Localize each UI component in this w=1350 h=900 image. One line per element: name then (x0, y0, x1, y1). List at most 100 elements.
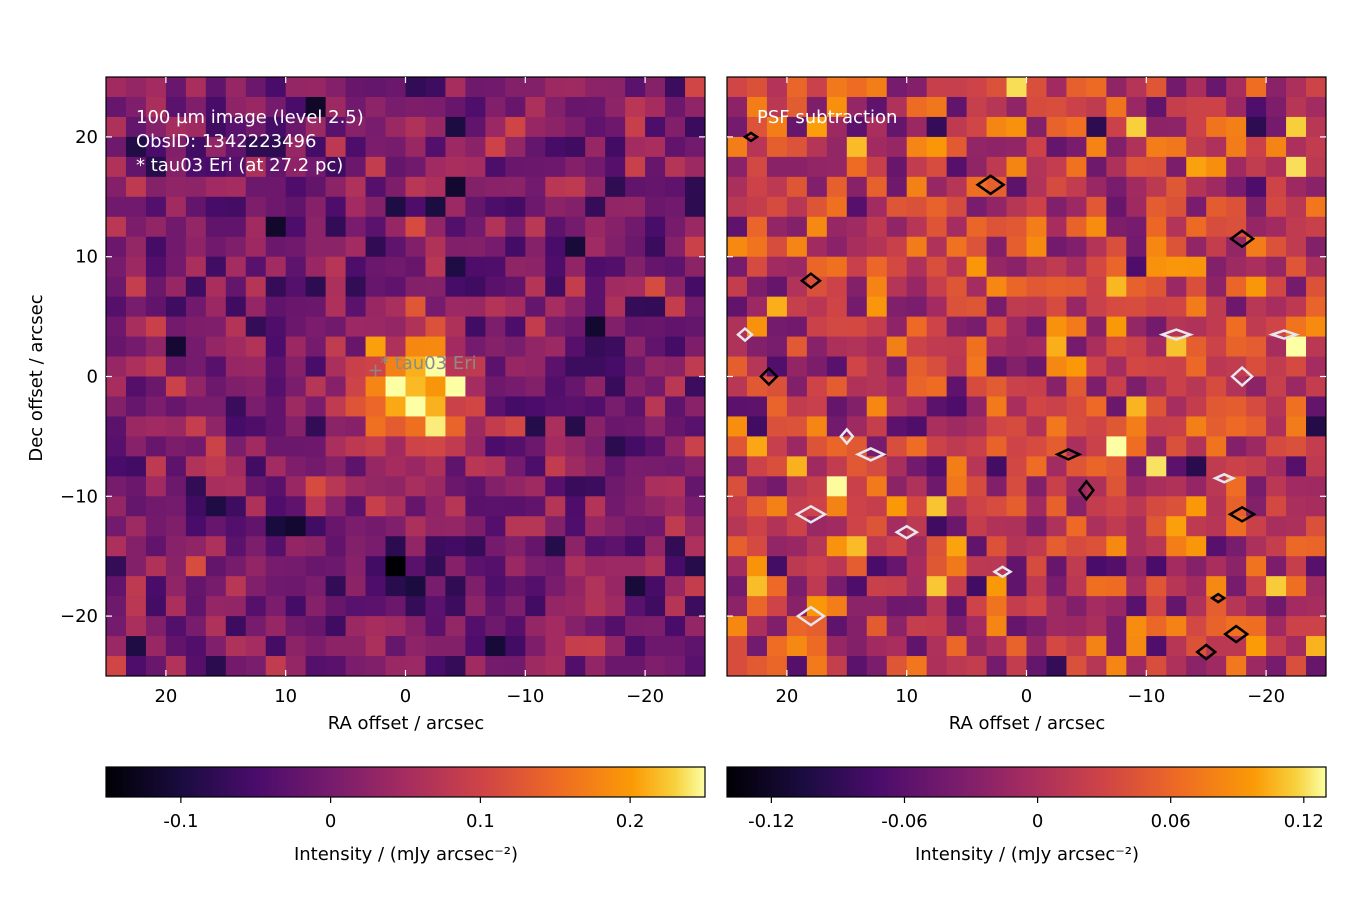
heatmap-cell (1306, 316, 1326, 338)
heatmap-cell (285, 316, 307, 338)
heatmap-cell (325, 396, 347, 418)
heatmap-cell (325, 256, 347, 278)
heatmap-cell (1046, 156, 1068, 178)
heatmap-cell (1046, 596, 1068, 617)
heatmap-cell (1086, 656, 1107, 676)
heatmap-cell (645, 316, 666, 338)
heatmap-cell (1266, 77, 1287, 98)
heatmap-cell (1046, 536, 1068, 557)
heatmap-cell (285, 336, 307, 358)
heatmap-cell (786, 116, 808, 138)
heatmap-cell (1166, 316, 1187, 338)
heatmap-cell (485, 536, 506, 557)
heatmap-cell (425, 96, 447, 118)
heatmap-cell (926, 196, 948, 218)
heatmap-cell (1206, 96, 1227, 118)
heatmap-cell (1046, 276, 1068, 298)
heatmap-cell (1126, 556, 1147, 577)
heatmap-cell (385, 616, 407, 637)
heatmap-cell (625, 536, 646, 557)
right-colorbar-gradient (726, 766, 1327, 798)
heatmap-cell (1206, 536, 1227, 557)
heatmap-cell (1006, 616, 1028, 637)
heatmap-cell (1306, 136, 1326, 158)
heatmap-cell (425, 376, 447, 398)
contour-white (795, 605, 827, 627)
heatmap-cell (1126, 196, 1147, 218)
heatmap-cell (1166, 336, 1187, 358)
heatmap-cell (525, 116, 546, 138)
heatmap-cell (1166, 536, 1187, 557)
heatmap-cell (986, 656, 1008, 676)
heatmap-cell (125, 656, 147, 676)
heatmap-cell (986, 556, 1008, 577)
heatmap-cell (605, 96, 626, 118)
heatmap-cell (425, 356, 447, 378)
heatmap-cell (786, 556, 808, 577)
heatmap-cell (746, 476, 768, 497)
heatmap-cell (545, 276, 566, 298)
heatmap-cell (906, 296, 928, 318)
heatmap-cell (205, 556, 227, 577)
heatmap-cell (165, 336, 187, 358)
heatmap-cell (485, 396, 506, 418)
heatmap-cell (665, 156, 686, 178)
heatmap-cell (1206, 276, 1227, 298)
heatmap-cell (946, 456, 968, 477)
heatmap-cell (305, 516, 327, 537)
heatmap-cell (946, 416, 968, 437)
heatmap-cell (125, 256, 147, 278)
heatmap-cell (806, 616, 828, 637)
heatmap-cell (866, 116, 888, 138)
heatmap-cell (1126, 116, 1147, 138)
heatmap-cell (525, 576, 546, 597)
heatmap-cell (445, 276, 466, 298)
heatmap-cell (946, 396, 968, 418)
heatmap-cell (125, 276, 147, 298)
heatmap-cell (385, 396, 407, 418)
heatmap-cell (1186, 496, 1207, 517)
colorbar-tick-label: -0.12 (748, 811, 795, 832)
heatmap-cell (125, 77, 147, 98)
heatmap-cell (946, 276, 968, 298)
heatmap-cell (1286, 416, 1307, 437)
heatmap-cell (605, 556, 626, 577)
heatmap-cell (145, 376, 167, 398)
heatmap-cell (205, 236, 227, 258)
heatmap-cell (846, 216, 868, 238)
heatmap-cell (1006, 96, 1028, 118)
heatmap-cell (465, 236, 486, 258)
heatmap-cell (1046, 316, 1068, 338)
heatmap-cell (665, 556, 686, 577)
heatmap-cell (405, 276, 427, 298)
heatmap-cell (1126, 496, 1147, 517)
heatmap-cell (766, 496, 788, 517)
heatmap-cell (305, 276, 327, 298)
heatmap-cell (1286, 96, 1307, 118)
heatmap-cell (385, 296, 407, 318)
heatmap-cell (1066, 416, 1087, 437)
heatmap-cell (786, 456, 808, 477)
heatmap-cell (525, 476, 546, 497)
heatmap-cell (946, 636, 968, 657)
heatmap-cell (1186, 576, 1207, 597)
heatmap-cell (545, 536, 566, 557)
heatmap-cell (225, 136, 247, 158)
heatmap-cell (1026, 456, 1048, 477)
heatmap-cell (225, 77, 247, 98)
heatmap-cell (225, 176, 247, 198)
heatmap-cell (886, 196, 908, 218)
heatmap-cell (826, 77, 848, 98)
y-tick-label: −20 (60, 606, 98, 627)
heatmap-cell (185, 96, 207, 118)
heatmap-cell (205, 616, 227, 637)
heatmap-cell (727, 576, 748, 597)
right-panel-title: PSF subtraction (757, 107, 897, 128)
heatmap-cell (425, 556, 447, 577)
heatmap-cell (1066, 176, 1087, 198)
heatmap-cell (866, 596, 888, 617)
heatmap-cell (185, 77, 207, 98)
heatmap-cell (565, 476, 586, 497)
heatmap-cell (766, 96, 788, 118)
